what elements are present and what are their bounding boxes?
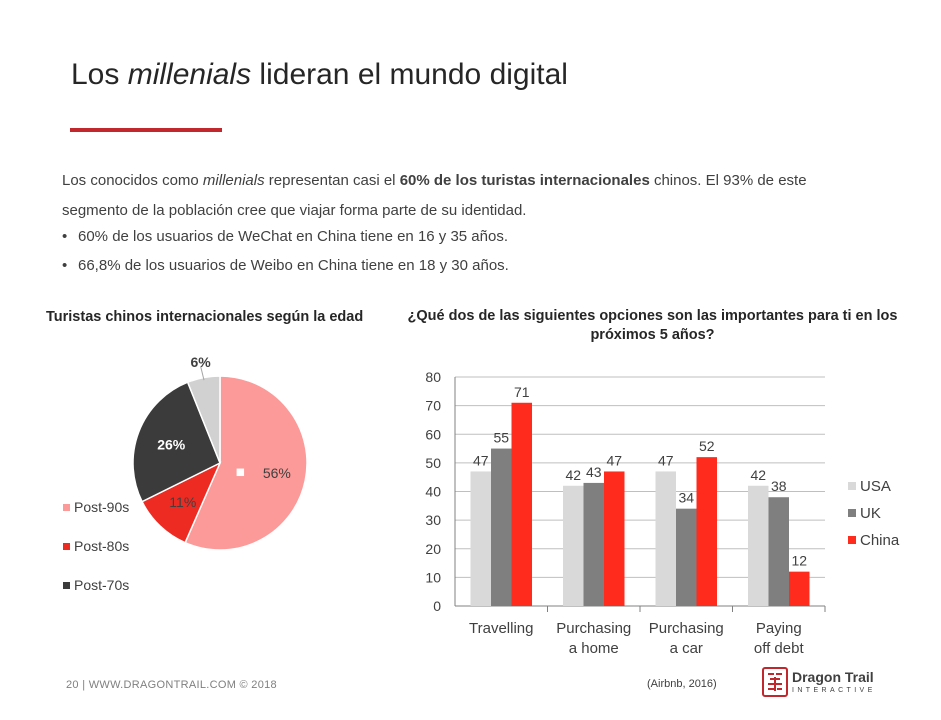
bar (604, 471, 625, 606)
bar-data-label: 71 (514, 384, 530, 400)
y-tick-label: 30 (425, 512, 441, 528)
pie-data-label: 6% (190, 354, 211, 370)
bar (563, 485, 584, 606)
y-tick-label: 10 (425, 569, 441, 585)
logo-mark-icon (762, 667, 788, 697)
slide-title: Los millenials lideran el mundo digital (71, 58, 568, 92)
intro-text: representan casi el (264, 172, 400, 189)
legend-swatch (848, 482, 856, 490)
pie-legend-post90: Post-90s (63, 499, 129, 515)
x-category-label: Purchasing (556, 620, 631, 637)
legend-swatch (848, 536, 856, 544)
y-tick-label: 0 (433, 598, 441, 614)
bar-data-label: 38 (771, 478, 787, 494)
legend-label: Post-80s (74, 538, 130, 554)
bar-data-label: 47 (606, 452, 622, 468)
bar-data-label: 42 (750, 467, 766, 483)
legend-label: Post-70s (74, 577, 130, 593)
intro-bold: 60% de los turistas internacionales (399, 172, 650, 189)
footer-text: 20 | WWW.DRAGONTRAIL.COM © 2018 (66, 679, 277, 691)
title-underline (70, 128, 222, 132)
intro-text: chinos. El 93% de este segmento de la po… (62, 172, 807, 219)
y-tick-label: 80 (425, 369, 441, 385)
source-note: (Airbnb, 2016) (647, 678, 717, 690)
x-category-label: a home (569, 640, 619, 657)
title-emphasis: millenials (127, 58, 252, 91)
y-tick-label: 50 (425, 455, 441, 471)
bar (470, 471, 491, 606)
legend-swatch (848, 509, 856, 517)
x-category-label: off debt (754, 640, 805, 657)
bar (655, 471, 676, 606)
legend-label: USA (860, 478, 891, 495)
bar-data-label: 47 (473, 452, 489, 468)
bar (789, 571, 810, 606)
legend-label: UK (860, 505, 881, 522)
bar (676, 508, 697, 606)
bar-data-label: 52 (699, 438, 715, 454)
bar (768, 497, 789, 606)
pie-slice (184, 375, 308, 551)
bar-data-label: 47 (658, 452, 674, 468)
legend-swatch (63, 582, 70, 589)
logo-subtitle: INTERACTIVE (792, 687, 876, 694)
bar (583, 482, 604, 606)
pie-slice (132, 381, 221, 503)
y-tick-label: 60 (425, 426, 441, 442)
bar-data-label: 12 (791, 553, 807, 569)
y-tick-label: 40 (425, 484, 441, 500)
title-text: Los (71, 58, 128, 91)
bullet-text: 60% de los usuarios de WeChat en China t… (78, 228, 509, 245)
legend-swatch (63, 543, 70, 550)
x-category-label: Paying (756, 620, 802, 637)
bullet-item: • 60% de los usuarios de WeChat en China … (62, 228, 508, 245)
pie-label-marker (235, 467, 246, 478)
intro-paragraph: Los conocidos como millenials representa… (62, 166, 862, 226)
pie-data-label: 56% (263, 465, 291, 481)
bar (696, 457, 717, 606)
pie-data-label: 26% (157, 436, 186, 452)
y-tick-label: 20 (425, 541, 441, 557)
legend-label: China (860, 532, 900, 549)
bullet-item: • 66,8% de los usuarios de Weibo en China… (62, 257, 509, 274)
logo-name: Dragon Trail (792, 669, 874, 685)
intro-text: Los conocidos como (62, 172, 203, 189)
bar (748, 485, 769, 606)
bullet-dot: • (62, 228, 68, 245)
title-text-end: lideran el mundo digital (251, 58, 568, 91)
bar-data-label: 34 (678, 490, 694, 506)
pie-legend-post70: Post-70s (63, 577, 129, 593)
x-category-label: a car (670, 640, 703, 657)
bar-data-label: 55 (493, 430, 509, 446)
pie-data-label: 11% (169, 494, 196, 510)
bar-chart-title: ¿Qué dos de las siguientes opciones son … (407, 308, 898, 343)
bar-data-label: 43 (586, 464, 602, 480)
x-category-label: Travelling (469, 620, 533, 637)
bar (511, 402, 532, 606)
y-tick-label: 70 (425, 398, 441, 414)
intro-emphasis: millenials (202, 172, 265, 189)
legend-swatch (63, 504, 70, 511)
pie-leader-line (200, 366, 205, 381)
pie-chart-title: Turistas chinos internacionales según la… (46, 309, 364, 325)
legend-label: Post-90s (74, 499, 130, 515)
bar (491, 448, 512, 606)
bullet-dot: • (62, 257, 68, 274)
bullet-text: 66,8% de los usuarios de Weibo en China … (78, 257, 509, 274)
pie-legend-post80: Post-80s (63, 538, 129, 554)
bar-data-label: 42 (565, 467, 581, 483)
x-category-label: Purchasing (649, 620, 724, 637)
